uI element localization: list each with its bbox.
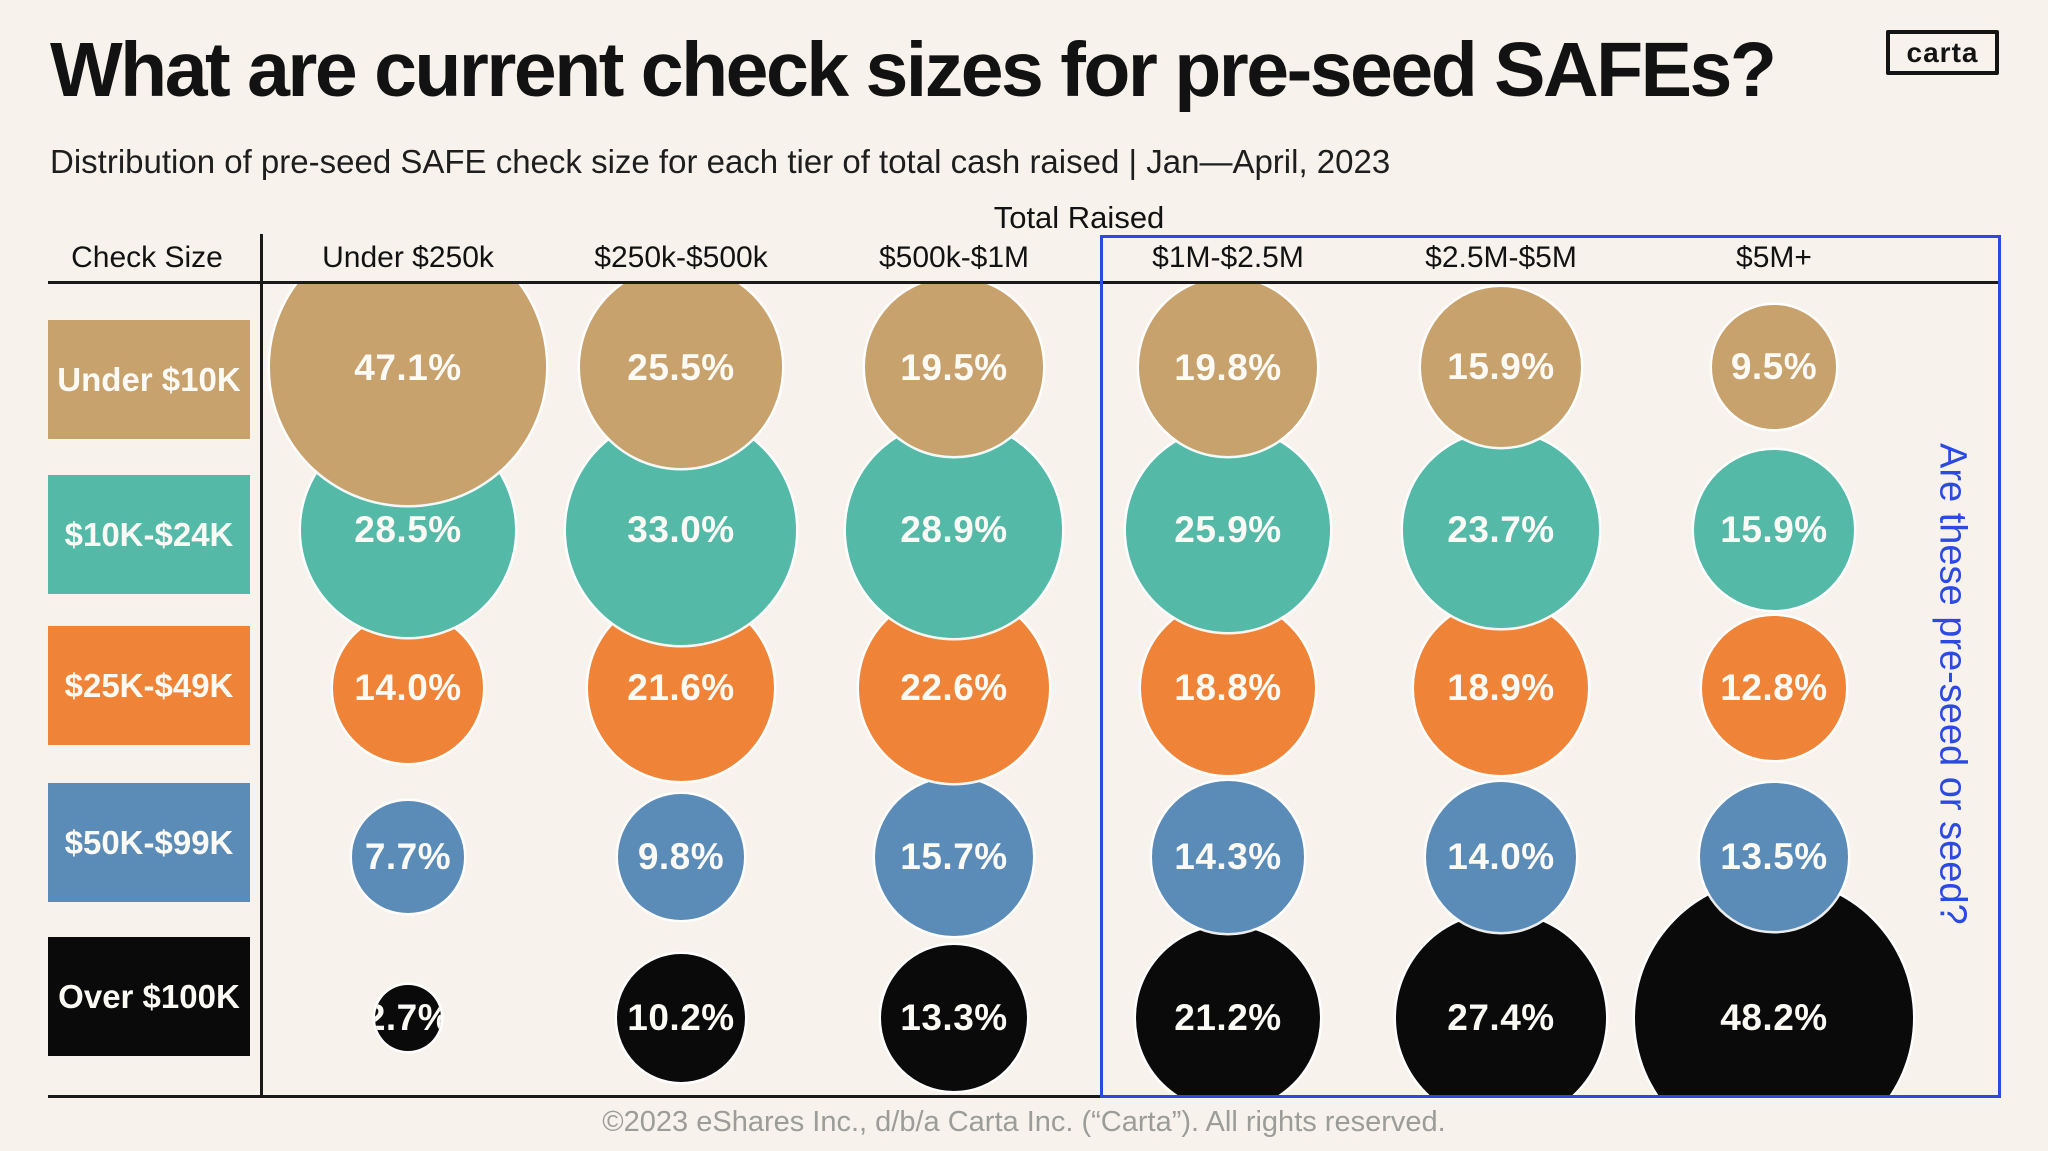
bubble-value: 25.5% (627, 346, 735, 388)
row-header: $50K-$99K (48, 783, 250, 902)
bubble: 14.3% (1152, 781, 1304, 933)
page-subtitle: Distribution of pre-seed SAFE check size… (50, 143, 1391, 180)
bubble-value: 21.2% (1174, 997, 1282, 1039)
bubble-value: 19.8% (1174, 346, 1282, 388)
bubble-value: 21.6% (627, 667, 735, 709)
axis-divider-line (260, 234, 263, 1098)
bubble-value: 18.9% (1447, 667, 1555, 709)
bubble-value: 15.7% (900, 836, 1008, 878)
bubble-value: 27.4% (1447, 997, 1555, 1039)
bubble-value: 13.5% (1720, 836, 1828, 878)
bubble: 47.1% (270, 284, 546, 505)
bubble-value: 14.3% (1174, 836, 1282, 878)
row-header-label: Over $100K (58, 977, 240, 1015)
bubble: 19.5% (865, 284, 1043, 456)
column-header: $500k-$1M (878, 241, 1030, 274)
bubble: 19.8% (1138, 284, 1318, 457)
bubble: 15.9% (1694, 450, 1854, 610)
bubble-value: 14.0% (1447, 836, 1555, 878)
bubble-value: 48.2% (1720, 997, 1828, 1039)
bubble-value: 7.7% (364, 836, 452, 878)
bubble-value: 18.8% (1174, 667, 1282, 709)
bubble: 25.9% (1125, 427, 1331, 633)
bubble-value: 9.8% (637, 836, 725, 878)
bubble: 7.7% (352, 801, 464, 913)
bubble: 18.9% (1413, 600, 1589, 776)
row-header-label: Under $10K (57, 360, 241, 398)
bubble: 25.5% (579, 284, 783, 469)
bubble: 15.7% (874, 777, 1034, 937)
bubble: 28.9% (846, 422, 1062, 638)
column-header: $2.5M-$5M (1425, 241, 1577, 274)
bubble-value: 25.9% (1174, 509, 1282, 551)
bubble-value: 33.0% (627, 509, 735, 551)
row-header-label: $50K-$99K (64, 823, 234, 861)
bubble: 12.8% (1702, 616, 1846, 760)
bubble-value: 19.5% (900, 346, 1008, 388)
row-header-label: $10K-$24K (64, 515, 234, 553)
header-rule-line (48, 281, 2001, 284)
annotation-text: Are these pre-seed or seed? (1931, 443, 1974, 925)
bubble-value: 13.3% (900, 997, 1008, 1039)
bubble-value: 28.5% (354, 509, 462, 551)
bubble-value: 12.8% (1720, 667, 1828, 709)
bubble-value: 28.9% (900, 509, 1008, 551)
bubble-value: 14.0% (354, 667, 462, 709)
y-axis-title: Check Size (71, 241, 223, 274)
bubble: 2.7% (375, 985, 441, 1051)
bubble: 21.2% (1135, 925, 1321, 1098)
bubble: 23.7% (1403, 432, 1599, 628)
carta-logo: carta (1886, 30, 1999, 75)
row-header: Over $100K (48, 937, 250, 1056)
bubble-plot: 47.1% 25.5% 19.5% 19.8% 15.9% 9.5% 28.5% 33.0% 2… (262, 284, 2008, 1098)
bubble: 13.5% (1700, 783, 1848, 931)
carta-logo-text: carta (1906, 36, 1979, 68)
bubble-value: 2.7% (375, 997, 441, 1039)
x-axis-title: Total Raised (993, 200, 1165, 235)
row-header: $25K-$49K (48, 626, 250, 745)
bubble: 14.0% (1425, 781, 1576, 932)
bubble: 15.9% (1421, 287, 1581, 447)
bottom-rule-line (48, 1095, 1103, 1098)
row-header: $10K-$24K (48, 475, 250, 594)
page-title: What are current check sizes for pre-see… (50, 27, 1777, 113)
row-header-label: $25K-$49K (64, 666, 234, 704)
bubble: 9.5% (1712, 305, 1836, 429)
bubble-value: 47.1% (354, 346, 462, 388)
bubble-value: 10.2% (627, 997, 735, 1039)
bubble-value: 15.9% (1720, 509, 1828, 551)
bubble-value: 15.9% (1447, 346, 1555, 388)
bubble: 14.0% (332, 612, 483, 763)
row-header: Under $10K (48, 320, 250, 439)
bubble-value: 23.7% (1447, 509, 1555, 551)
bubble: 13.3% (880, 944, 1028, 1092)
copyright-footer: ©2023 eShares Inc., d/b/a Carta Inc. (“C… (602, 1106, 1446, 1138)
bubble: 10.2% (616, 953, 746, 1083)
bubble-value: 9.5% (1730, 346, 1818, 388)
bubble-value: 22.6% (900, 667, 1008, 709)
bubble: 9.8% (618, 794, 744, 920)
column-header: $250k-$500k (594, 241, 768, 274)
column-header: $1M-$2.5M (1152, 241, 1304, 274)
column-header: Under $250k (322, 241, 494, 274)
column-header: $5M+ (1736, 241, 1812, 274)
bubble: 27.4% (1396, 913, 1606, 1098)
